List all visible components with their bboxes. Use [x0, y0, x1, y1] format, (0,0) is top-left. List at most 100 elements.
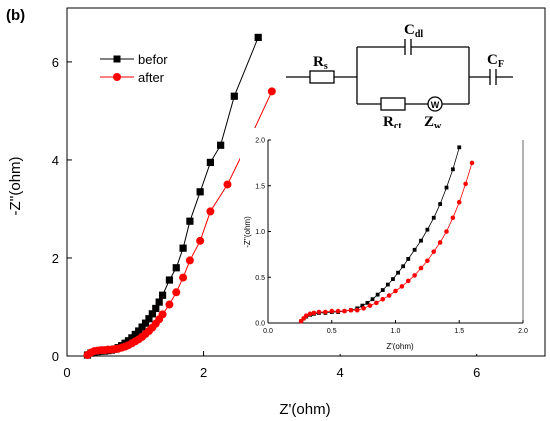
- y-tick-label: 0: [52, 349, 59, 364]
- data-point-square: [385, 282, 390, 287]
- data-point-circle: [223, 180, 232, 189]
- data-point-circle: [412, 273, 417, 278]
- data-point-square: [396, 270, 400, 275]
- data-point-square: [375, 292, 380, 297]
- x-tick-label: 0.0: [263, 328, 273, 335]
- cf-label: CF: [487, 52, 504, 70]
- data-point-circle: [158, 310, 167, 319]
- data-point-circle: [329, 308, 335, 314]
- rs-label: Rs: [313, 54, 328, 72]
- data-point-square: [360, 303, 365, 308]
- data-point-circle: [342, 308, 347, 314]
- equivalent-circuit: [286, 39, 513, 112]
- data-point-circle: [335, 308, 341, 314]
- data-point-circle: [425, 258, 430, 264]
- rct-label: Rct: [383, 114, 402, 132]
- data-point-circle: [431, 249, 437, 254]
- data-point-circle: [354, 307, 360, 313]
- data-point-square: [186, 217, 194, 225]
- data-point-square: [406, 257, 411, 261]
- data-point-square: [159, 291, 167, 299]
- data-point-circle: [450, 215, 456, 221]
- data-point-circle: [165, 300, 174, 309]
- data-point-circle: [311, 310, 317, 316]
- data-point-circle: [418, 265, 424, 271]
- y-tick-label: 6: [52, 55, 59, 70]
- data-point-circle: [374, 300, 379, 306]
- x-tick-label: 1.5: [454, 328, 464, 335]
- data-point-square: [165, 276, 174, 284]
- data-point-circle: [323, 309, 328, 315]
- cdl-label: Cdl: [404, 22, 423, 40]
- rs-resistor: [309, 70, 335, 84]
- x-tick-label: 0.5: [327, 328, 337, 335]
- main-plot-frame: [66, 7, 546, 357]
- y-tick-label: 0.0: [255, 321, 265, 328]
- panel-label: (b): [6, 7, 25, 24]
- data-point-square: [444, 185, 449, 190]
- data-point-square: [457, 145, 462, 150]
- data-point-square: [419, 238, 423, 243]
- x-tick-label: 0: [63, 365, 70, 380]
- data-point-square: [196, 188, 204, 196]
- x-tick-label: 6: [473, 365, 480, 380]
- data-point-square: [370, 297, 375, 302]
- data-point-square: [391, 277, 395, 281]
- legend: befor after: [100, 52, 168, 85]
- data-point-square: [145, 315, 153, 323]
- rct-resistor: [380, 97, 406, 111]
- data-point-circle: [361, 306, 366, 311]
- data-point-square: [254, 33, 262, 42]
- data-point-circle: [316, 309, 322, 315]
- data-point-square: [438, 202, 443, 206]
- y-tick-label: 2.0: [255, 138, 265, 145]
- data-point-square: [401, 264, 406, 269]
- legend-label-befor: befor: [138, 52, 168, 67]
- data-point-circle: [380, 296, 386, 302]
- inset-plot-series: [298, 145, 475, 324]
- main-axis-ticks: 0 2 4 6 0 2 4 6: [52, 55, 481, 380]
- data-point-square: [141, 319, 150, 327]
- data-point-square: [217, 141, 225, 149]
- main-x-axis-title: Z'(ohm): [279, 401, 330, 418]
- legend-square-marker: [113, 55, 121, 63]
- data-point-circle: [196, 236, 205, 245]
- data-point-square: [230, 92, 238, 100]
- inset-x-axis-title: Z'(ohm): [386, 342, 414, 351]
- legend-circle-marker: [113, 73, 121, 81]
- y-tick-label: 2: [52, 251, 59, 266]
- y-tick-label: 1.5: [255, 183, 265, 190]
- data-point-circle: [172, 288, 181, 297]
- inset-background: [240, 128, 540, 354]
- zw-label: Zw: [424, 114, 442, 132]
- data-point-circle: [386, 293, 392, 298]
- data-point-circle: [307, 311, 313, 317]
- data-point-circle: [405, 278, 411, 284]
- data-point-square: [155, 298, 163, 306]
- data-point-circle: [206, 207, 215, 216]
- data-point-circle: [348, 307, 354, 313]
- data-point-circle: [444, 229, 449, 234]
- x-tick-label: 4: [337, 365, 344, 380]
- data-point-circle: [463, 181, 468, 187]
- data-point-circle: [179, 273, 188, 282]
- x-tick-label: 1.0: [391, 328, 401, 335]
- data-point-square: [172, 264, 180, 272]
- data-point-circle: [469, 160, 475, 166]
- y-tick-label: 1.0: [255, 229, 265, 236]
- data-point-square: [138, 323, 146, 331]
- legend-label-after: after: [138, 70, 165, 85]
- data-point-circle: [303, 313, 309, 318]
- warburg-symbol: W: [431, 100, 440, 110]
- data-point-circle: [185, 256, 194, 265]
- data-point-square: [450, 167, 455, 172]
- data-point-square: [380, 288, 385, 292]
- data-point-circle: [456, 199, 462, 205]
- y-tick-label: 0.5: [255, 275, 265, 282]
- x-tick-label: 2.0: [518, 328, 528, 335]
- data-point-square: [135, 327, 143, 335]
- data-point-square: [152, 304, 160, 313]
- y-tick-label: 4: [52, 153, 59, 168]
- data-point-square: [365, 300, 370, 305]
